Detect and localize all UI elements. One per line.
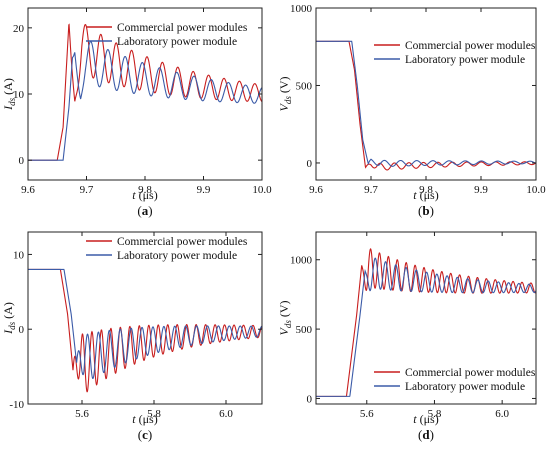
legend-entry: Laboratory power module — [405, 381, 525, 393]
legend: Commercial power modules Laboratory power… — [374, 40, 536, 66]
x-tick-label: 5.8 — [428, 408, 442, 420]
series-line-commercial — [316, 40, 536, 171]
panel-b: 9.6 9.7 9.8 9.9 10.0 0 500 1000 t (μs) Vds (V) Com… — [277, 3, 546, 218]
panel-label: (a) — [137, 203, 152, 218]
y-tick-label: 10 — [13, 89, 25, 101]
legend-entry: Commercial power modules — [405, 367, 536, 379]
x-tick-label: 9.8 — [138, 184, 152, 196]
y-tick-label: 1000 — [290, 3, 313, 15]
x-axis-label: t (μs) — [132, 412, 157, 426]
legend: Commercial power modules Laboratory power… — [86, 22, 248, 48]
panel-label: (b) — [418, 203, 434, 218]
y-tick-label: -10 — [9, 399, 24, 411]
plot-frame — [315, 7, 537, 181]
series-line-commercial — [316, 248, 536, 397]
legend-entry: Laboratory power module — [117, 36, 237, 48]
x-tick-label: 9.8 — [419, 184, 433, 196]
x-axis-label: t (μs) — [132, 188, 157, 202]
x-tick-label: 9.9 — [474, 184, 488, 196]
y-axis-label: Ids (A) — [1, 302, 17, 335]
y-tick-label: 20 — [13, 23, 25, 35]
series-line-laboratory — [28, 268, 262, 380]
legend-entry: Commercial power modules — [405, 40, 536, 52]
legend-entry: Commercial power modules — [117, 22, 248, 34]
y-axis-label: Vds (V) — [277, 300, 293, 335]
series-line-laboratory — [316, 40, 536, 167]
x-tick-label: 5.6 — [75, 408, 89, 420]
legend: Commercial power modules Laboratory power… — [374, 367, 536, 393]
x-tick-label: 9.6 — [309, 184, 323, 196]
x-tick-label: 6.0 — [495, 408, 509, 420]
y-axis-label: Vds (V) — [277, 76, 293, 111]
x-tick-label: 9.9 — [197, 184, 211, 196]
panel-d: 5.6 5.8 6.0 0 500 1000 t (μs) Vds (V) Commercial… — [277, 231, 537, 442]
y-tick-label: 0 — [307, 393, 313, 405]
y-tick-label: 0 — [307, 158, 313, 170]
x-tick-label: 9.7 — [364, 184, 378, 196]
panel-label: (c) — [138, 427, 152, 442]
y-tick-label: 500 — [296, 324, 313, 336]
x-tick-label: 5.8 — [147, 408, 161, 420]
panel-label: (d) — [418, 427, 434, 442]
legend-entry: Laboratory power module — [405, 54, 525, 66]
legend-entry: Laboratory power module — [117, 250, 237, 262]
x-tick-label: 6.0 — [219, 408, 233, 420]
y-tick-label: 0 — [19, 324, 25, 336]
x-tick-label: 10.0 — [526, 184, 546, 196]
x-axis-label: t (μs) — [413, 188, 438, 202]
panel-a: 9.6 9.7 9.8 9.9 10.0 0 10 20 t (μs) Ids (A) Commer… — [1, 7, 272, 218]
panel-c: 5.6 5.8 6.0 -10 0 10 t (μs) Ids (A) Commercial p… — [1, 231, 263, 442]
y-tick-label: 10 — [13, 249, 25, 261]
x-tick-label: 9.6 — [21, 184, 35, 196]
x-axis-label: t (μs) — [413, 412, 438, 426]
legend-entry: Commercial power modules — [117, 236, 248, 248]
y-tick-label: 0 — [19, 155, 25, 167]
legend: Commercial power modules Laboratory power… — [86, 236, 248, 262]
series-line-commercial — [28, 23, 262, 161]
series-line-laboratory — [28, 40, 262, 161]
x-tick-label: 5.6 — [360, 408, 374, 420]
x-tick-label: 9.7 — [80, 184, 94, 196]
series-line-commercial — [28, 268, 262, 393]
plot-frame — [315, 231, 537, 405]
plot-frame — [27, 231, 263, 405]
y-tick-label: 500 — [296, 80, 313, 92]
x-tick-label: 10.0 — [252, 184, 272, 196]
y-tick-label: 1000 — [290, 255, 313, 267]
series-line-laboratory — [316, 257, 536, 397]
y-axis-label: Ids (A) — [1, 78, 17, 111]
